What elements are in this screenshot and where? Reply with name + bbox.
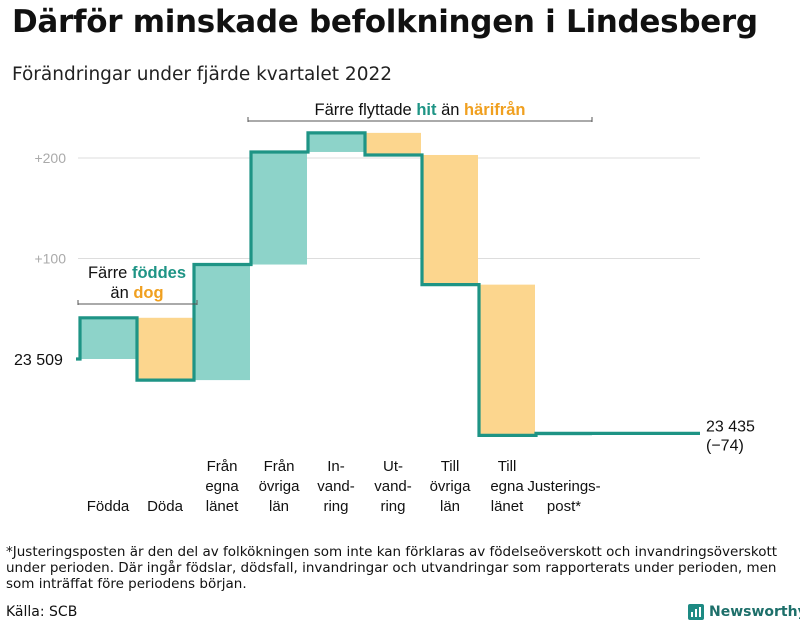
cumulative-step-line: [76, 131, 700, 437]
category-label-till-ovriga-1: övriga: [430, 478, 472, 495]
category-label-doda-0: Döda: [147, 498, 184, 515]
category-label-utvandring-1: vand-: [374, 478, 412, 495]
newsworthy-logo-icon: [688, 604, 704, 620]
category-label-invandring-1: vand-: [317, 478, 355, 495]
category-label-till-egna-1: egna: [490, 478, 524, 495]
category-label-fran-egna-0: Från: [207, 458, 238, 475]
category-label-fran-egna-1: egna: [205, 478, 239, 495]
start-value-label: 23 509: [14, 352, 63, 369]
category-label-utvandring-0: Ut-: [383, 458, 403, 475]
annotation-moves: Färre flyttade hit än härifrån: [315, 101, 526, 119]
category-label-fran-ovriga-2: län: [269, 498, 289, 515]
footnote: *Justeringsposten är den del av folkökni…: [6, 544, 778, 592]
bar-doda: [137, 317, 193, 381]
bar-fran-egna: [194, 264, 250, 381]
category-label-fran-egna-2: länet: [206, 498, 239, 515]
source-label: Källa: SCB: [6, 604, 78, 620]
category-label-till-ovriga-2: län: [440, 498, 460, 515]
waterfall-chart: +100 +200 Födda Döda Från egna länet Från övriga…: [14, 101, 755, 515]
ytick-label-200: +200: [34, 150, 66, 166]
bar-till-egna: [479, 284, 535, 436]
annotation-births-line1: Färre föddes: [88, 264, 186, 282]
category-label-justering-0: Justerings-: [527, 478, 600, 495]
category-label-invandring-0: In-: [327, 458, 345, 475]
category-label-invandring-2: ring: [323, 498, 348, 515]
category-label-fran-ovriga-1: övriga: [259, 478, 301, 495]
brand-name: Newsworthy: [709, 604, 800, 620]
brand-logo: Newsworthy: [688, 604, 800, 620]
annotation-births-line2: än dog: [110, 284, 163, 302]
category-label-fran-ovriga-0: Från: [264, 458, 295, 475]
bar-fran-ovriga: [251, 151, 307, 265]
category-label-justering-1: post*: [547, 498, 581, 515]
category-label-fodda-0: Födda: [87, 498, 130, 515]
category-label-utvandring-2: ring: [380, 498, 405, 515]
category-label-till-ovriga-0: Till: [441, 458, 460, 475]
chart-subtitle: Förändringar under fjärde kvartalet 2022: [12, 64, 393, 85]
category-label-till-egna-2: länet: [491, 498, 524, 515]
category-label-till-egna-0: Till: [498, 458, 517, 475]
bar-fodda: [80, 317, 136, 359]
ytick-label-100: +100: [34, 251, 66, 267]
bar-utvandring: [365, 132, 421, 155]
end-value-label: 23 435: [706, 418, 755, 435]
bar-till-ovriga: [422, 154, 478, 285]
chart-title: Därför minskade befolkningen i Lindesber…: [12, 4, 758, 40]
end-change-label: (−74): [706, 437, 744, 454]
bar-invandring: [308, 132, 364, 152]
